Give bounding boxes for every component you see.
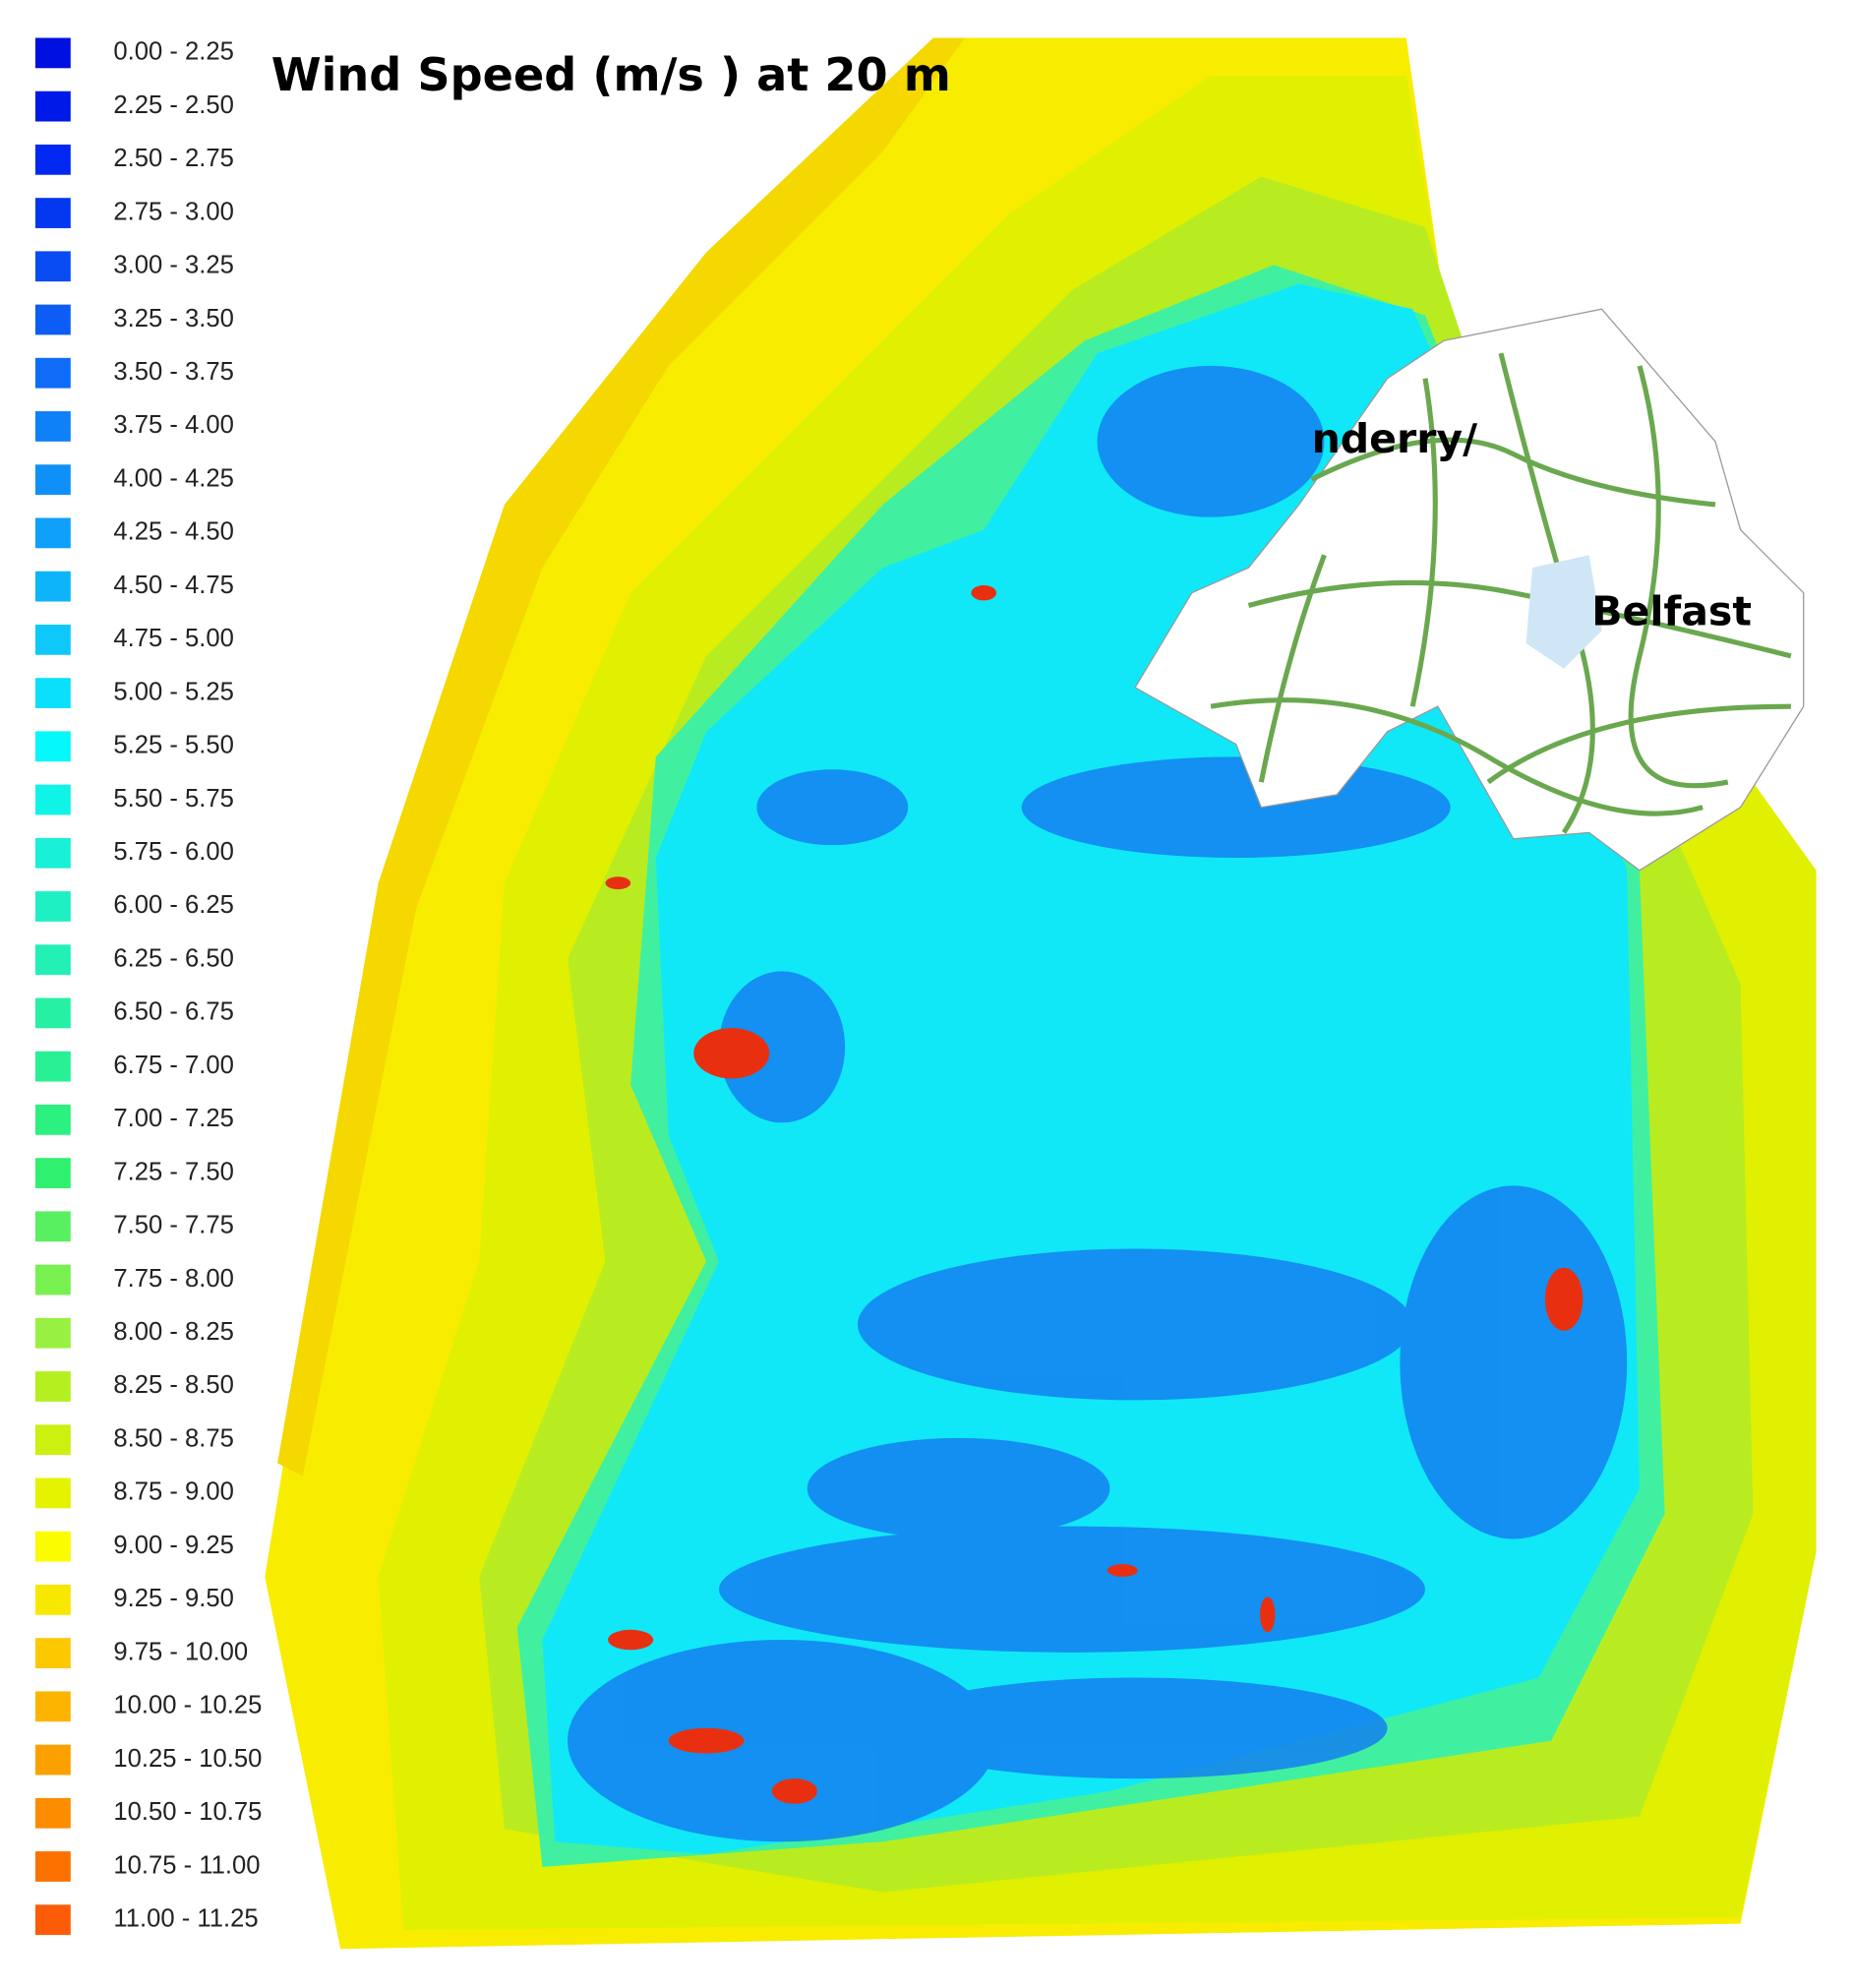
legend-swatch bbox=[34, 1531, 71, 1562]
map-title: Wind Speed (m/s ) at 20 m bbox=[271, 48, 951, 101]
legend-swatch bbox=[34, 517, 71, 549]
high-wind-peaks bbox=[605, 585, 1584, 1804]
legend-swatch bbox=[34, 1691, 71, 1722]
legend-swatch bbox=[34, 144, 71, 175]
legend-swatch bbox=[34, 784, 71, 815]
legend-label: 0.00 - 2.25 bbox=[113, 38, 234, 66]
legend-label: 10.50 - 10.75 bbox=[113, 1798, 262, 1826]
legend-swatch bbox=[34, 1317, 71, 1349]
legend-label: 4.75 - 5.00 bbox=[113, 625, 234, 652]
legend-swatch bbox=[34, 1264, 71, 1295]
legend-swatch bbox=[34, 571, 71, 602]
legend-label: 5.25 - 5.50 bbox=[113, 732, 234, 759]
legend-label: 7.75 - 8.00 bbox=[113, 1265, 234, 1293]
legend-swatch bbox=[34, 464, 71, 496]
legend-swatch bbox=[34, 1158, 71, 1188]
legend-swatch bbox=[34, 1797, 71, 1829]
legend-label: 2.50 - 2.75 bbox=[113, 145, 234, 172]
legend-label: 6.00 - 6.25 bbox=[113, 891, 234, 919]
legend-label: 5.50 - 5.75 bbox=[113, 785, 234, 813]
legend-swatch bbox=[34, 251, 71, 282]
legend-swatch bbox=[34, 731, 71, 762]
legend-swatch bbox=[34, 198, 71, 228]
legend-swatch bbox=[34, 1851, 71, 1882]
legend-swatch bbox=[34, 1477, 71, 1509]
legend-label: 11.00 - 11.25 bbox=[113, 1904, 258, 1932]
legend-swatch bbox=[34, 997, 71, 1029]
legend-label: 7.00 - 7.25 bbox=[113, 1105, 234, 1132]
legend-swatch bbox=[34, 1424, 71, 1456]
legend-label: 10.75 - 11.00 bbox=[113, 1851, 260, 1879]
legend-swatch bbox=[34, 624, 71, 655]
legend-label: 3.50 - 3.75 bbox=[113, 358, 234, 386]
legend-swatch bbox=[34, 411, 71, 442]
legend-label: 3.75 - 4.00 bbox=[113, 411, 234, 439]
legend-swatch bbox=[34, 1744, 71, 1776]
legend-swatch bbox=[34, 1211, 71, 1242]
legend-label: 8.75 - 9.00 bbox=[113, 1478, 234, 1506]
legend-swatch bbox=[34, 1051, 71, 1082]
legend-label: 8.00 - 8.25 bbox=[113, 1318, 234, 1346]
legend-swatch bbox=[34, 944, 71, 976]
legend-label: 9.75 - 10.00 bbox=[113, 1638, 248, 1665]
legend-label: 9.25 - 9.50 bbox=[113, 1585, 234, 1612]
legend-label: 5.75 - 6.00 bbox=[113, 838, 234, 866]
legend-swatch bbox=[34, 1584, 71, 1615]
legend-swatch bbox=[34, 1104, 71, 1135]
legend-swatch bbox=[34, 1904, 71, 1936]
legend-label: 4.00 - 4.25 bbox=[113, 464, 234, 492]
legend-swatch bbox=[34, 1638, 71, 1668]
legend-label: 2.25 - 2.50 bbox=[113, 91, 234, 119]
legend-label: 10.00 - 10.25 bbox=[113, 1692, 262, 1719]
legend-label: 6.25 - 6.50 bbox=[113, 944, 234, 972]
legend-swatch bbox=[34, 891, 71, 922]
legend-swatch bbox=[34, 1371, 71, 1402]
legend-swatch bbox=[34, 678, 71, 708]
legend-label: 3.00 - 3.25 bbox=[113, 252, 234, 279]
legend-label: 6.75 - 7.00 bbox=[113, 1052, 234, 1079]
legend-label: 4.25 - 4.50 bbox=[113, 518, 234, 546]
legend-label: 5.00 - 5.25 bbox=[113, 678, 234, 705]
northern-ireland bbox=[1134, 308, 1805, 872]
lough-neagh bbox=[1525, 555, 1602, 669]
place-label: Belfast bbox=[1591, 588, 1752, 635]
legend-label: 6.50 - 6.75 bbox=[113, 998, 234, 1026]
legend-swatch bbox=[34, 37, 71, 69]
legend-label: 2.75 - 3.00 bbox=[113, 198, 234, 225]
legend-swatch bbox=[34, 90, 71, 122]
legend-label: 9.00 - 9.25 bbox=[113, 1532, 234, 1559]
legend-label: 3.25 - 3.50 bbox=[113, 305, 234, 332]
legend-label: 4.50 - 4.75 bbox=[113, 572, 234, 599]
legend-label: 7.50 - 7.75 bbox=[113, 1212, 234, 1239]
legend-swatch bbox=[34, 357, 71, 389]
legend-swatch bbox=[34, 304, 71, 335]
legend-label: 10.25 - 10.50 bbox=[113, 1745, 262, 1773]
legend-swatch bbox=[34, 837, 71, 869]
legend-label: 8.50 - 8.75 bbox=[113, 1424, 234, 1452]
place-label: nderry/ bbox=[1312, 415, 1478, 462]
legend-label: 7.25 - 7.50 bbox=[113, 1158, 234, 1185]
legend: 0.00 - 2.25 2.25 - 2.50 2.50 - 2.75 2.75 - … bbox=[34, 37, 262, 1936]
legend-label: 8.25 - 8.50 bbox=[113, 1371, 234, 1399]
map-layers: nderry/ Belfast bbox=[265, 37, 1817, 1950]
